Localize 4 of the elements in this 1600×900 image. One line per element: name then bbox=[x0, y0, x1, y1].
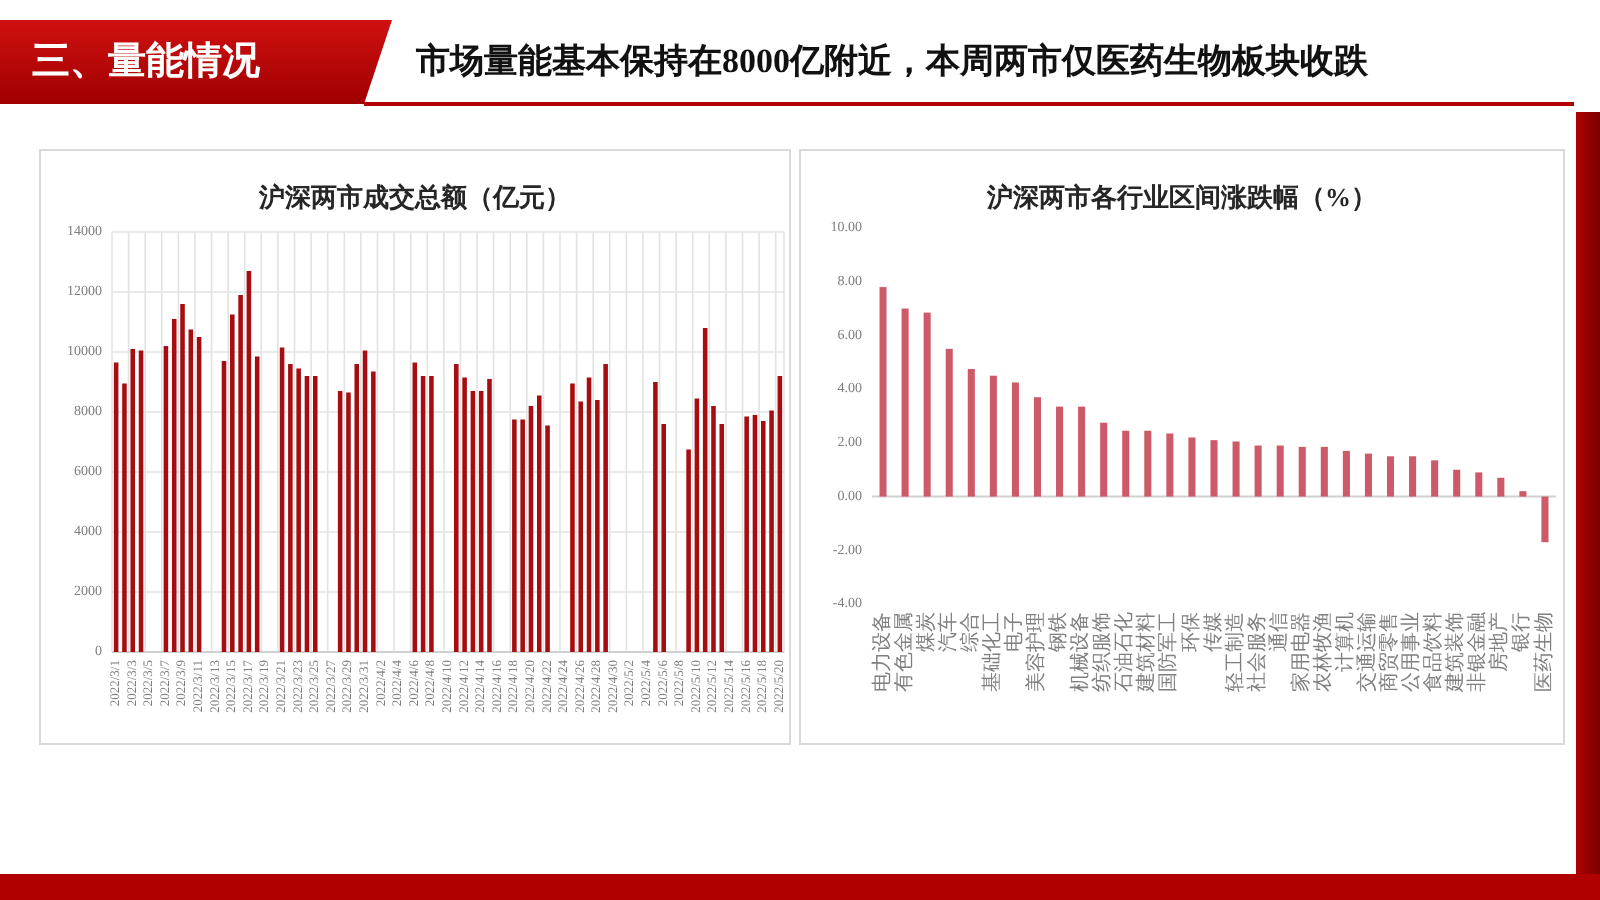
title: 沪深两市成交总额（亿元） bbox=[259, 181, 571, 212]
title: 沪深两市各行业区间涨跌幅（%） bbox=[987, 181, 1377, 212]
annotation: 市场量能基本保持在8000亿附近，本周两市仅医药生物板块收跌 bbox=[416, 41, 1368, 80]
annotation: 三、量能情况 bbox=[32, 40, 260, 83]
